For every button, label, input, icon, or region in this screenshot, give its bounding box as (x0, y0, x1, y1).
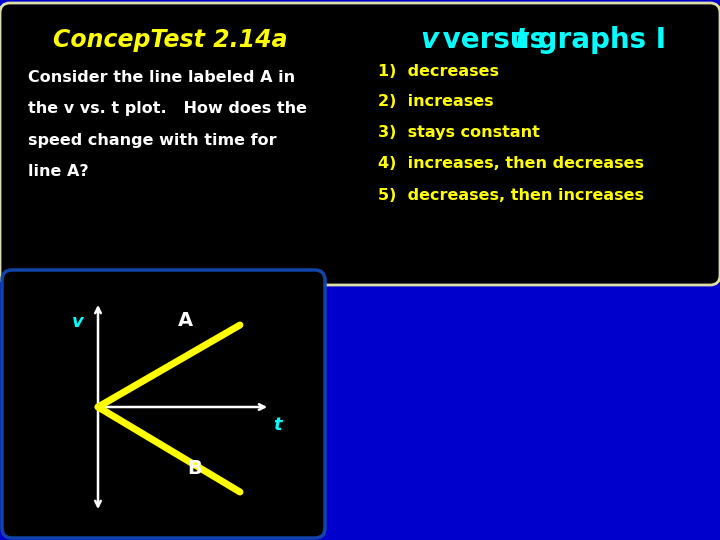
Text: versus: versus (433, 26, 556, 54)
Text: v: v (72, 313, 84, 331)
Text: ConcepTest 2.14a: ConcepTest 2.14a (53, 28, 287, 52)
Text: 3)  stays constant: 3) stays constant (378, 125, 540, 139)
Text: graphs I: graphs I (528, 26, 666, 54)
Text: t: t (274, 416, 282, 434)
Text: B: B (188, 458, 202, 477)
FancyBboxPatch shape (0, 3, 720, 285)
Text: 4)  increases, then decreases: 4) increases, then decreases (378, 157, 644, 172)
Text: the v vs. t plot.   How does the: the v vs. t plot. How does the (28, 100, 307, 116)
Text: Consider the line labeled A in: Consider the line labeled A in (28, 71, 295, 85)
Text: 5)  decreases, then increases: 5) decreases, then increases (378, 188, 644, 204)
Text: v: v (420, 26, 438, 54)
Text: line A?: line A? (28, 165, 89, 179)
Text: 1)  decreases: 1) decreases (378, 64, 499, 79)
Text: 2)  increases: 2) increases (378, 94, 494, 110)
Text: speed change with time for: speed change with time for (28, 132, 276, 147)
FancyBboxPatch shape (2, 270, 325, 538)
Text: t: t (515, 26, 528, 54)
Text: A: A (177, 310, 192, 329)
